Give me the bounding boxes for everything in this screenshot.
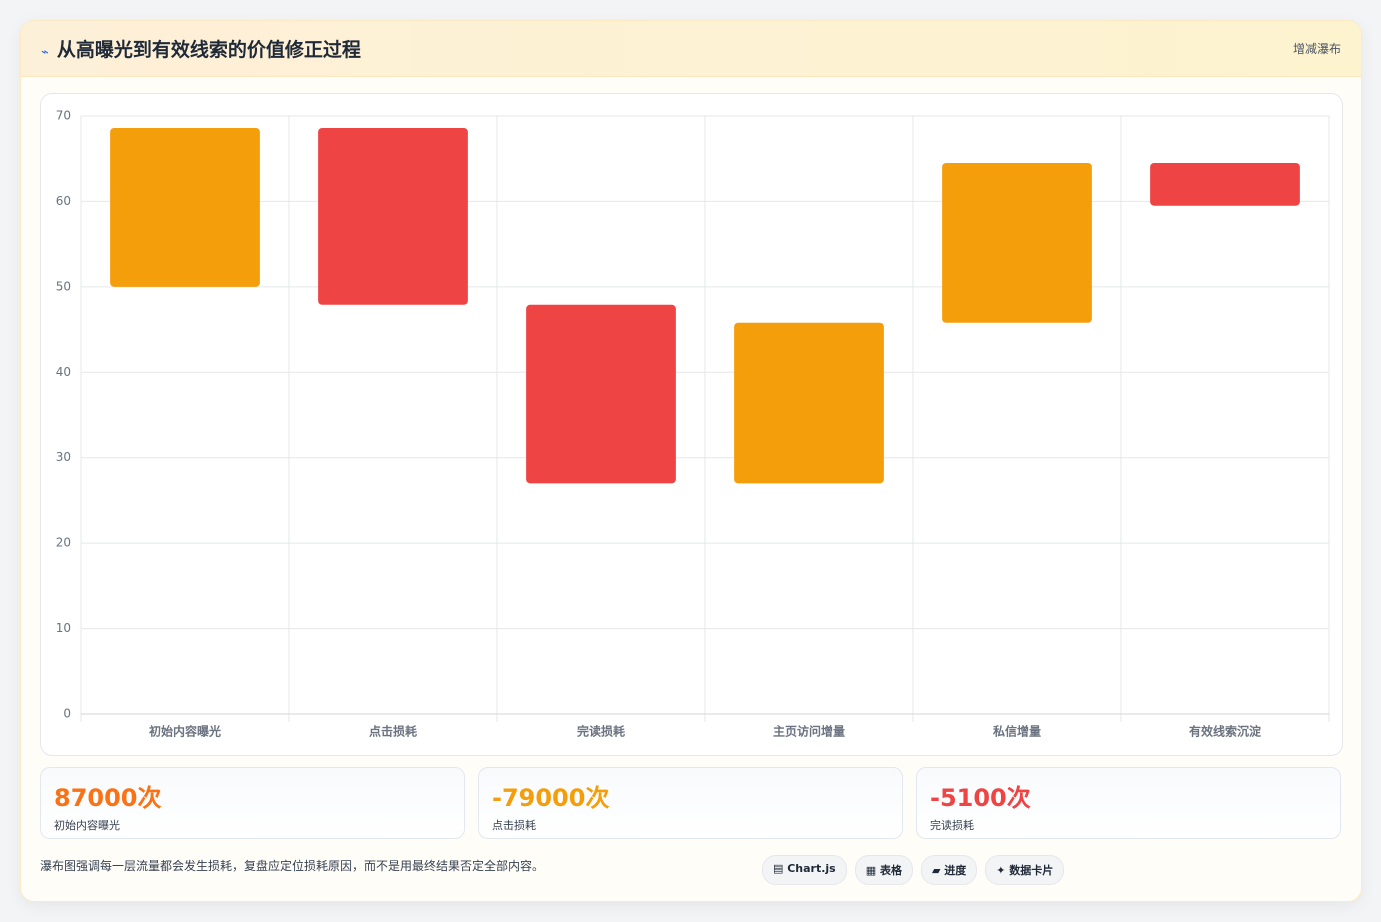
x-tick-label: 有效线索沉淀 bbox=[1189, 724, 1262, 739]
stat-value: -79000次 bbox=[492, 784, 610, 812]
x-tick-label: 初始内容曝光 bbox=[149, 724, 221, 739]
y-tick-label: 0 bbox=[63, 707, 71, 721]
stat-value: -5100次 bbox=[930, 784, 1031, 812]
header: ⌁ 从高曝光到有效线索的价值修正过程 增减瀑布 bbox=[21, 21, 1361, 77]
y-tick-label: 20 bbox=[56, 536, 71, 550]
button[interactable]: ▤ Chart.js bbox=[762, 855, 847, 885]
button[interactable]: ✦ 数据卡片 bbox=[985, 855, 1065, 885]
y-tick-label: 60 bbox=[56, 194, 71, 208]
stat-card: 87000次初始内容曝光 bbox=[40, 767, 465, 839]
y-tick-label: 40 bbox=[56, 365, 71, 379]
chart-panel: 0 10 20 30 40 50 60 70 初始内容曝光 点击损耗 完读损耗 主页访问增量 私信增量 有… bbox=[40, 93, 1343, 756]
stat-value: 87000次 bbox=[54, 784, 162, 812]
stat-label: 完读损耗 bbox=[930, 819, 974, 832]
bar bbox=[318, 127, 468, 305]
x-tick-label: 完读损耗 bbox=[577, 724, 625, 739]
button[interactable]: ▦ 表格 bbox=[854, 855, 913, 885]
x-tick-label: 私信增量 bbox=[992, 724, 1041, 739]
x-tick-label: 点击损耗 bbox=[369, 724, 417, 739]
x-tick-label: 主页访问增量 bbox=[773, 724, 845, 739]
bar bbox=[110, 127, 260, 287]
y-tick-label: 30 bbox=[56, 450, 71, 464]
stat-label: 点击损耗 bbox=[492, 819, 536, 832]
card: ⌁ 从高曝光到有效线索的价值修正过程 增减瀑布 0 10 20 30 40 50 60 70 初始… bbox=[20, 20, 1362, 902]
stat-label: 初始内容曝光 bbox=[54, 819, 120, 832]
bar bbox=[526, 304, 676, 484]
title: 从高曝光到有效线索的价值修正过程 bbox=[56, 39, 361, 61]
note: 瀑布图强调每一层流量都会发生损耗，复盘应定位损耗原因，而不是用最终结果否定全部内… bbox=[40, 859, 545, 873]
stat-card: -5100次完读损耗 bbox=[916, 767, 1341, 839]
y-tick-label: 10 bbox=[56, 621, 71, 635]
bar bbox=[1150, 162, 1300, 206]
y-tick-label: 50 bbox=[56, 279, 71, 293]
buttons: ▤ Chart.js ▦ 表格 ▰ 进度 ✦ 数据卡片 bbox=[762, 855, 1065, 885]
bar bbox=[734, 322, 884, 484]
title-wrap: ⌁ 从高曝光到有效线索的价值修正过程 bbox=[41, 35, 361, 62]
tag: 增减瀑布 bbox=[1292, 42, 1341, 56]
button[interactable]: ▰ 进度 bbox=[920, 855, 978, 885]
stat-card: -79000次点击损耗 bbox=[478, 767, 903, 839]
chart: 0 10 20 30 40 50 60 70 初始内容曝光 点击损耗 完读损耗 主页访问增量 私信增量 有… bbox=[56, 109, 1330, 739]
bar bbox=[942, 162, 1092, 323]
y-tick-label: 70 bbox=[56, 109, 71, 123]
icon: ⌁ bbox=[41, 45, 49, 60]
